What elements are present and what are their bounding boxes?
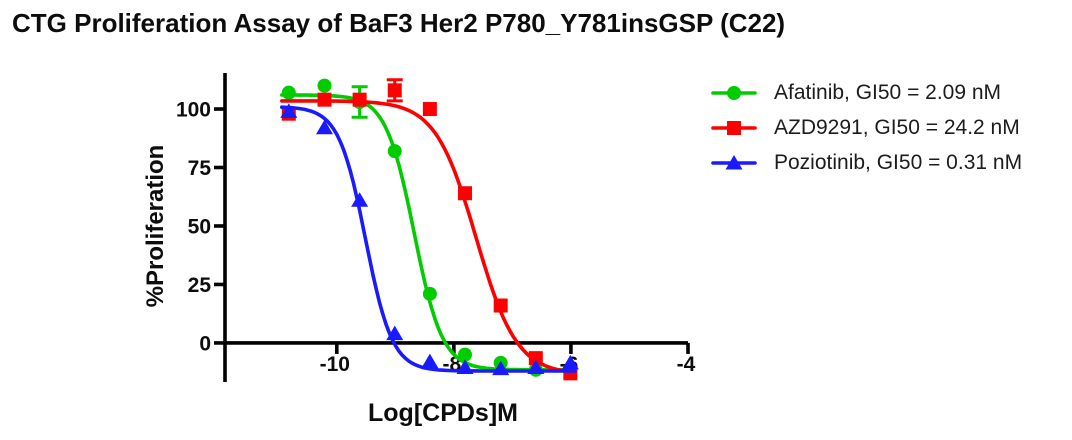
azd9291-square-marker-icon xyxy=(711,121,757,135)
legend-item-poziotinib: Poziotinib, GI50 = 0.31 nM xyxy=(711,151,1023,174)
chart-title: CTG Proliferation Assay of BaF3 Her2 P78… xyxy=(12,8,786,38)
legend: Afatinib, GI50 = 2.09 nM AZD9291, GI50 =… xyxy=(711,81,1023,174)
legend-label-afatinib: Afatinib, GI50 = 2.09 nM xyxy=(774,81,1002,104)
svg-text:100: 100 xyxy=(176,99,211,122)
legend-item-azd9291: AZD9291, GI50 = 24.2 nM xyxy=(711,116,1022,139)
legend-label-azd9291: AZD9291, GI50 = 24.2 nM xyxy=(774,116,1020,139)
legend-label-poziotinib: Poziotinib, GI50 = 0.31 nM xyxy=(774,151,1023,174)
svg-text:-10: -10 xyxy=(320,353,350,376)
poziotinib-triangle-marker-icon xyxy=(711,155,757,170)
svg-text:25: 25 xyxy=(188,274,212,297)
svg-text:-4: -4 xyxy=(677,353,696,376)
afatinib-circle-marker-icon xyxy=(711,86,757,100)
svg-text:0: 0 xyxy=(199,332,211,355)
x-axis-label: Log[CPDs]M xyxy=(368,399,518,427)
svg-text:50: 50 xyxy=(188,215,211,238)
svg-text:75: 75 xyxy=(188,157,212,180)
legend-item-afatinib: Afatinib, GI50 = 2.09 nM xyxy=(711,81,1022,104)
